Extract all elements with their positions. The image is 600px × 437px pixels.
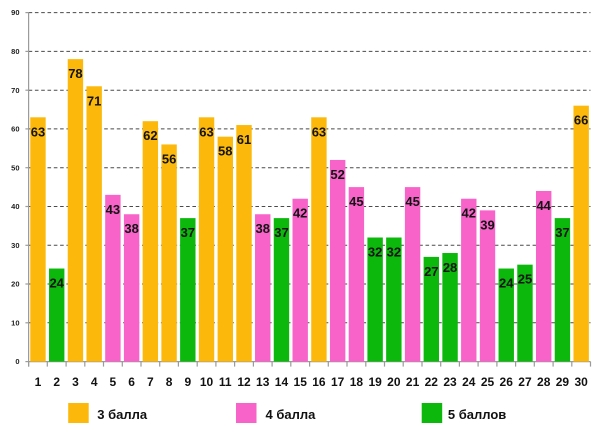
svg-text:66: 66 <box>574 113 588 128</box>
svg-text:22: 22 <box>425 375 439 389</box>
svg-text:26: 26 <box>500 375 514 389</box>
svg-text:38: 38 <box>124 221 138 236</box>
svg-text:13: 13 <box>256 375 270 389</box>
svg-text:23: 23 <box>443 375 457 389</box>
svg-text:12: 12 <box>237 375 251 389</box>
svg-text:37: 37 <box>555 225 569 240</box>
svg-text:58: 58 <box>218 144 232 159</box>
svg-text:42: 42 <box>462 206 476 221</box>
svg-text:0: 0 <box>15 357 19 366</box>
svg-text:6: 6 <box>128 375 135 389</box>
svg-text:30: 30 <box>11 241 19 250</box>
svg-text:32: 32 <box>368 245 382 260</box>
svg-text:28: 28 <box>537 375 551 389</box>
svg-text:56: 56 <box>162 151 176 166</box>
svg-text:63: 63 <box>31 124 45 139</box>
svg-text:8: 8 <box>166 375 173 389</box>
svg-text:5 баллов: 5 баллов <box>448 407 506 422</box>
svg-text:45: 45 <box>349 194 363 209</box>
svg-text:9: 9 <box>184 375 191 389</box>
svg-text:63: 63 <box>312 124 326 139</box>
svg-text:90: 90 <box>11 8 19 17</box>
svg-text:21: 21 <box>406 375 420 389</box>
svg-text:60: 60 <box>11 125 19 134</box>
svg-text:11: 11 <box>219 375 232 389</box>
svg-text:42: 42 <box>293 206 307 221</box>
svg-text:45: 45 <box>405 194 419 209</box>
svg-text:4: 4 <box>91 375 98 389</box>
svg-text:37: 37 <box>274 225 288 240</box>
svg-text:19: 19 <box>368 375 382 389</box>
svg-text:70: 70 <box>11 86 19 95</box>
svg-text:62: 62 <box>143 128 157 143</box>
svg-text:43: 43 <box>106 202 120 217</box>
svg-text:10: 10 <box>11 318 19 327</box>
svg-text:32: 32 <box>387 245 401 260</box>
svg-text:3 балла: 3 балла <box>97 407 148 422</box>
svg-text:28: 28 <box>443 260 457 275</box>
svg-text:17: 17 <box>331 375 345 389</box>
svg-text:25: 25 <box>481 375 495 389</box>
svg-text:25: 25 <box>518 272 532 287</box>
svg-text:20: 20 <box>387 375 401 389</box>
svg-text:29: 29 <box>556 375 570 389</box>
svg-text:3: 3 <box>72 375 79 389</box>
svg-text:24: 24 <box>462 375 476 389</box>
svg-text:30: 30 <box>574 375 588 389</box>
svg-text:63: 63 <box>199 124 213 139</box>
svg-text:71: 71 <box>87 93 101 108</box>
svg-text:61: 61 <box>237 132 251 147</box>
svg-text:1: 1 <box>35 375 42 389</box>
svg-text:4 балла: 4 балла <box>266 407 317 422</box>
svg-text:15: 15 <box>294 375 308 389</box>
svg-text:2: 2 <box>53 375 60 389</box>
svg-text:37: 37 <box>181 225 195 240</box>
svg-text:18: 18 <box>350 375 364 389</box>
svg-text:27: 27 <box>518 375 532 389</box>
svg-text:50: 50 <box>11 163 19 172</box>
svg-text:5: 5 <box>110 375 117 389</box>
svg-text:10: 10 <box>200 375 214 389</box>
svg-text:20: 20 <box>11 280 19 289</box>
svg-text:14: 14 <box>275 375 289 389</box>
svg-text:24: 24 <box>499 276 514 291</box>
svg-text:24: 24 <box>49 276 64 291</box>
svg-text:39: 39 <box>480 217 494 232</box>
svg-text:27: 27 <box>424 264 438 279</box>
svg-text:16: 16 <box>312 375 326 389</box>
svg-text:80: 80 <box>11 47 19 56</box>
svg-text:44: 44 <box>536 198 551 213</box>
svg-text:38: 38 <box>256 221 270 236</box>
svg-text:78: 78 <box>68 66 82 81</box>
svg-text:40: 40 <box>11 202 19 211</box>
svg-text:52: 52 <box>330 167 344 182</box>
svg-text:7: 7 <box>147 375 154 389</box>
